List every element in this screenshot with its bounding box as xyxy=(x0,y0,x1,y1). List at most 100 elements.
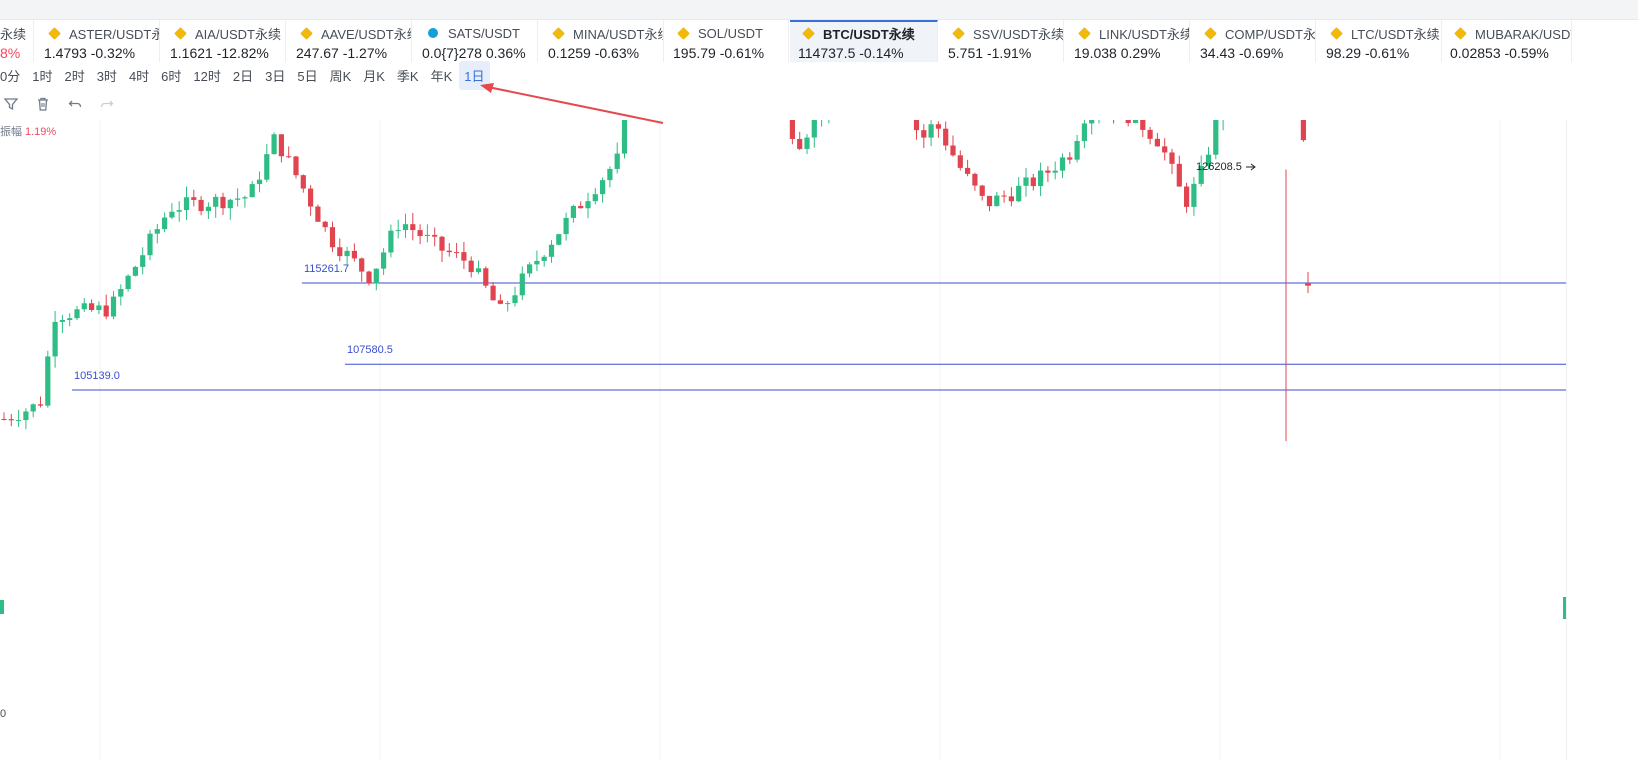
interval-8[interactable]: 3日 xyxy=(265,68,286,84)
ticker-name: ASTER/USDT永续 xyxy=(69,26,159,42)
candle-body xyxy=(600,180,606,195)
candle-body xyxy=(125,275,131,290)
candle-body xyxy=(227,199,233,209)
candle-body xyxy=(1001,195,1007,197)
bottom-axis-label: 0 xyxy=(0,708,7,720)
candle-body xyxy=(1125,120,1131,123)
interval-6[interactable]: 12时 xyxy=(193,68,221,84)
candle-body xyxy=(1198,165,1204,184)
trash-icon[interactable] xyxy=(34,95,52,113)
interval-2[interactable]: 2时 xyxy=(64,68,85,84)
candle-body xyxy=(1074,140,1080,160)
candle-body xyxy=(1052,170,1058,173)
ticker-11[interactable]: LTC/USDT永续 98.29 -0.61% xyxy=(1318,20,1442,62)
candle-body xyxy=(454,252,460,254)
ticker-change: 8% xyxy=(0,45,21,61)
candle-body xyxy=(1213,120,1219,155)
ticker-8[interactable]: SSV/USDT永续 5.751 -1.91% xyxy=(940,20,1064,62)
ticker-3[interactable]: AAVE/USDT永续 247.67 -1.27% xyxy=(288,20,412,62)
candle-body xyxy=(1205,154,1212,166)
interval-14[interactable]: 1日 xyxy=(459,60,490,90)
candle-edge-left xyxy=(0,600,4,614)
candle-body xyxy=(578,205,584,209)
ticker-price: 5.751 xyxy=(948,45,984,61)
ticker-4[interactable]: SATS/USDT 0.0{7}278 0.36% xyxy=(414,20,538,62)
candle-body xyxy=(198,199,204,212)
candle-body xyxy=(351,250,357,259)
candle-body xyxy=(541,256,547,261)
interval-0[interactable]: 0分 xyxy=(0,68,21,84)
candle-body xyxy=(461,252,467,261)
candle-body xyxy=(789,120,795,139)
ticker-2[interactable]: AIA/USDT永续 1.1621 -12.82% xyxy=(162,20,286,62)
candle-body xyxy=(329,227,336,248)
candle-body xyxy=(928,124,934,138)
candle-body xyxy=(446,250,452,253)
ticker-name: SATS/USDT xyxy=(448,25,520,41)
ticker-price: 114737.5 xyxy=(798,45,856,61)
candle-body xyxy=(1059,157,1066,171)
amplitude-value: 1.19% xyxy=(25,126,57,138)
candle-body xyxy=(410,224,416,231)
interval-9[interactable]: 5日 xyxy=(297,68,318,84)
ticker-name: LTC/USDT永续 xyxy=(1351,26,1440,42)
ticker-change: -1.27% xyxy=(342,45,388,61)
candle-body xyxy=(483,268,489,286)
candle-body xyxy=(468,260,474,273)
ticker-7[interactable]: BTC/USDT永续 114737.5 -0.14% xyxy=(790,20,938,62)
amplitude-label: 振幅 xyxy=(0,126,22,138)
ticker-price: 34.43 xyxy=(1200,45,1236,61)
candle-body xyxy=(913,120,920,131)
candle-body xyxy=(74,309,80,319)
interval-10[interactable]: 周K xyxy=(329,68,352,84)
ticker-5[interactable]: MINA/USDT永续 0.1259 -0.63% xyxy=(540,20,664,62)
redo-icon[interactable] xyxy=(98,95,116,113)
undo-icon[interactable] xyxy=(66,95,84,113)
binance-diamond-icon xyxy=(174,26,187,40)
candle-last-body xyxy=(1305,283,1311,286)
candle-body xyxy=(986,195,993,207)
ticker-bar: 永续 8% ASTER/USDT永续 1.4793 -0.32% AIA/USDT永续… xyxy=(0,20,1638,62)
candle-body xyxy=(381,252,387,269)
candle-body xyxy=(30,404,36,412)
candlestick-chart[interactable]: 115261.7 107580.5 105139.0 126208.5 xyxy=(0,120,1566,760)
candle-body xyxy=(169,211,175,218)
candle-body xyxy=(1169,152,1175,164)
interval-11[interactable]: 月K xyxy=(363,68,385,84)
candle-body xyxy=(278,134,284,157)
candle-body xyxy=(527,264,533,274)
candle-body xyxy=(417,230,423,236)
filter-icon[interactable] xyxy=(2,95,20,113)
candle-body xyxy=(563,217,569,235)
candle-body xyxy=(797,138,803,149)
candle-body xyxy=(132,266,138,276)
interval-1[interactable]: 1时 xyxy=(32,68,53,84)
ticker-12[interactable]: MUBARAK/USDT永续 0.02853 -0.59% xyxy=(1442,20,1572,62)
candle-body xyxy=(811,120,817,138)
ticker-change: -0.61% xyxy=(719,45,765,61)
interval-5[interactable]: 6时 xyxy=(161,68,182,84)
candle-body xyxy=(308,188,314,207)
interval-12[interactable]: 季K xyxy=(396,68,419,84)
ticker-0[interactable]: 永续 8% xyxy=(0,20,34,62)
candle-body xyxy=(183,197,190,211)
ticker-9[interactable]: LINK/USDT永续 19.038 0.29% xyxy=(1066,20,1190,62)
ticker-6[interactable]: SOL/USDT 195.79 -0.61% xyxy=(665,20,789,62)
interval-4[interactable]: 4时 xyxy=(128,68,150,84)
ticker-name: AIA/USDT永续 xyxy=(195,26,281,42)
ticker-name: LINK/USDT永续 xyxy=(1099,26,1190,42)
level-label-0: 115261.7 xyxy=(304,263,349,275)
ticker-1[interactable]: ASTER/USDT永续 1.4793 -0.32% xyxy=(36,20,160,62)
candle-body xyxy=(972,173,978,186)
interval-13[interactable]: 年K xyxy=(430,68,453,84)
sats-icon xyxy=(428,28,438,38)
ticker-10[interactable]: COMP/USDT永续 34.43 -0.69% xyxy=(1192,20,1316,62)
interval-7[interactable]: 2日 xyxy=(232,68,254,84)
candle-body xyxy=(315,206,321,222)
candle-body xyxy=(1132,120,1139,123)
candle-body xyxy=(1089,120,1095,124)
candle-body xyxy=(943,128,949,146)
candle-edge xyxy=(1563,597,1566,619)
interval-3[interactable]: 3时 xyxy=(96,68,117,84)
ticker-price: 0.02853 xyxy=(1450,45,1501,61)
